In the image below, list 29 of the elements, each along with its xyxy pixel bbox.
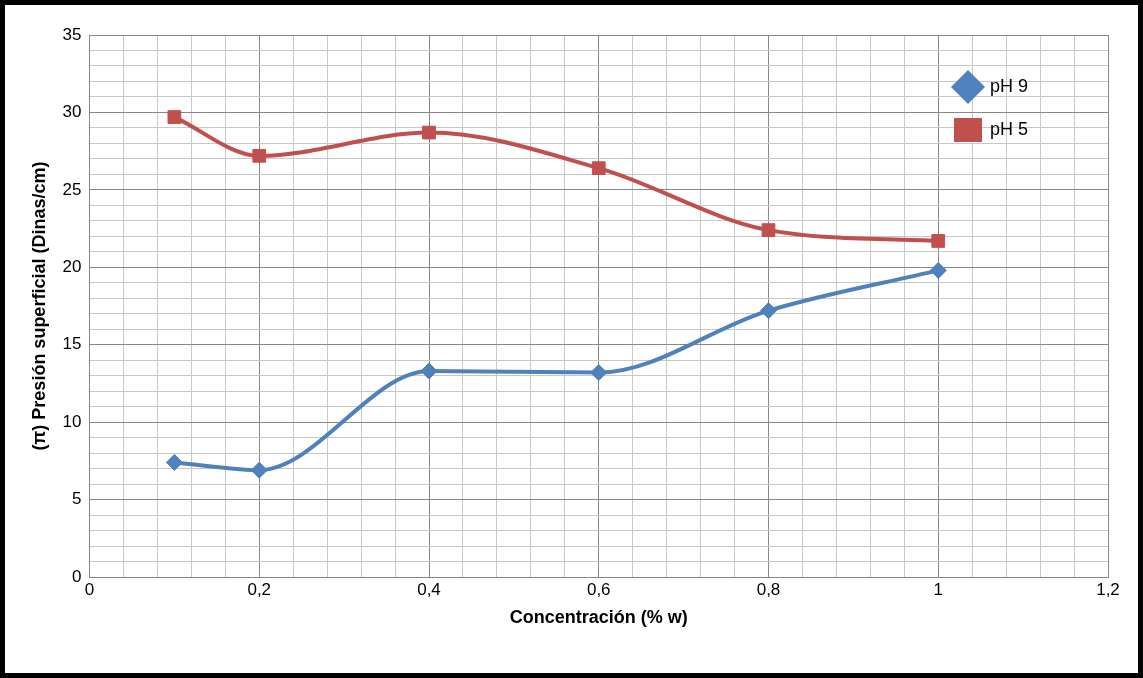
y-tick-label: 20 <box>62 256 82 276</box>
x-tick-label: 0,4 <box>417 579 441 599</box>
point <box>760 302 777 320</box>
x-tick-label: 1 <box>933 579 943 599</box>
point <box>931 234 946 248</box>
point <box>761 223 776 237</box>
point <box>165 453 183 471</box>
y-tick-label: 25 <box>62 179 82 199</box>
point <box>590 364 608 382</box>
legend-label: pH 5 <box>990 118 1029 139</box>
y-tick-label: 10 <box>62 411 82 431</box>
y-tick-label: 15 <box>62 334 82 354</box>
x-tick-label: 0,2 <box>247 579 272 599</box>
legend-label: pH 9 <box>990 75 1029 96</box>
y-tick-label: 35 <box>62 24 82 44</box>
x-tick-label: 1,2 <box>1096 579 1120 599</box>
point <box>422 125 436 140</box>
y-tick-label: 30 <box>62 102 82 122</box>
point <box>929 261 947 279</box>
point <box>167 110 182 124</box>
y-tick-label: 5 <box>72 489 82 509</box>
point <box>591 161 606 176</box>
x-axis-title: Concentración (% w) <box>509 607 688 628</box>
y-tick-label: 0 <box>72 566 82 586</box>
x-tick-label: 0,6 <box>586 579 611 599</box>
y-axis-title: (π) Presión superficial (Dinas/cm) <box>28 161 49 451</box>
x-tick-label: 0,8 <box>756 579 781 599</box>
point <box>252 148 267 163</box>
point <box>420 362 438 380</box>
